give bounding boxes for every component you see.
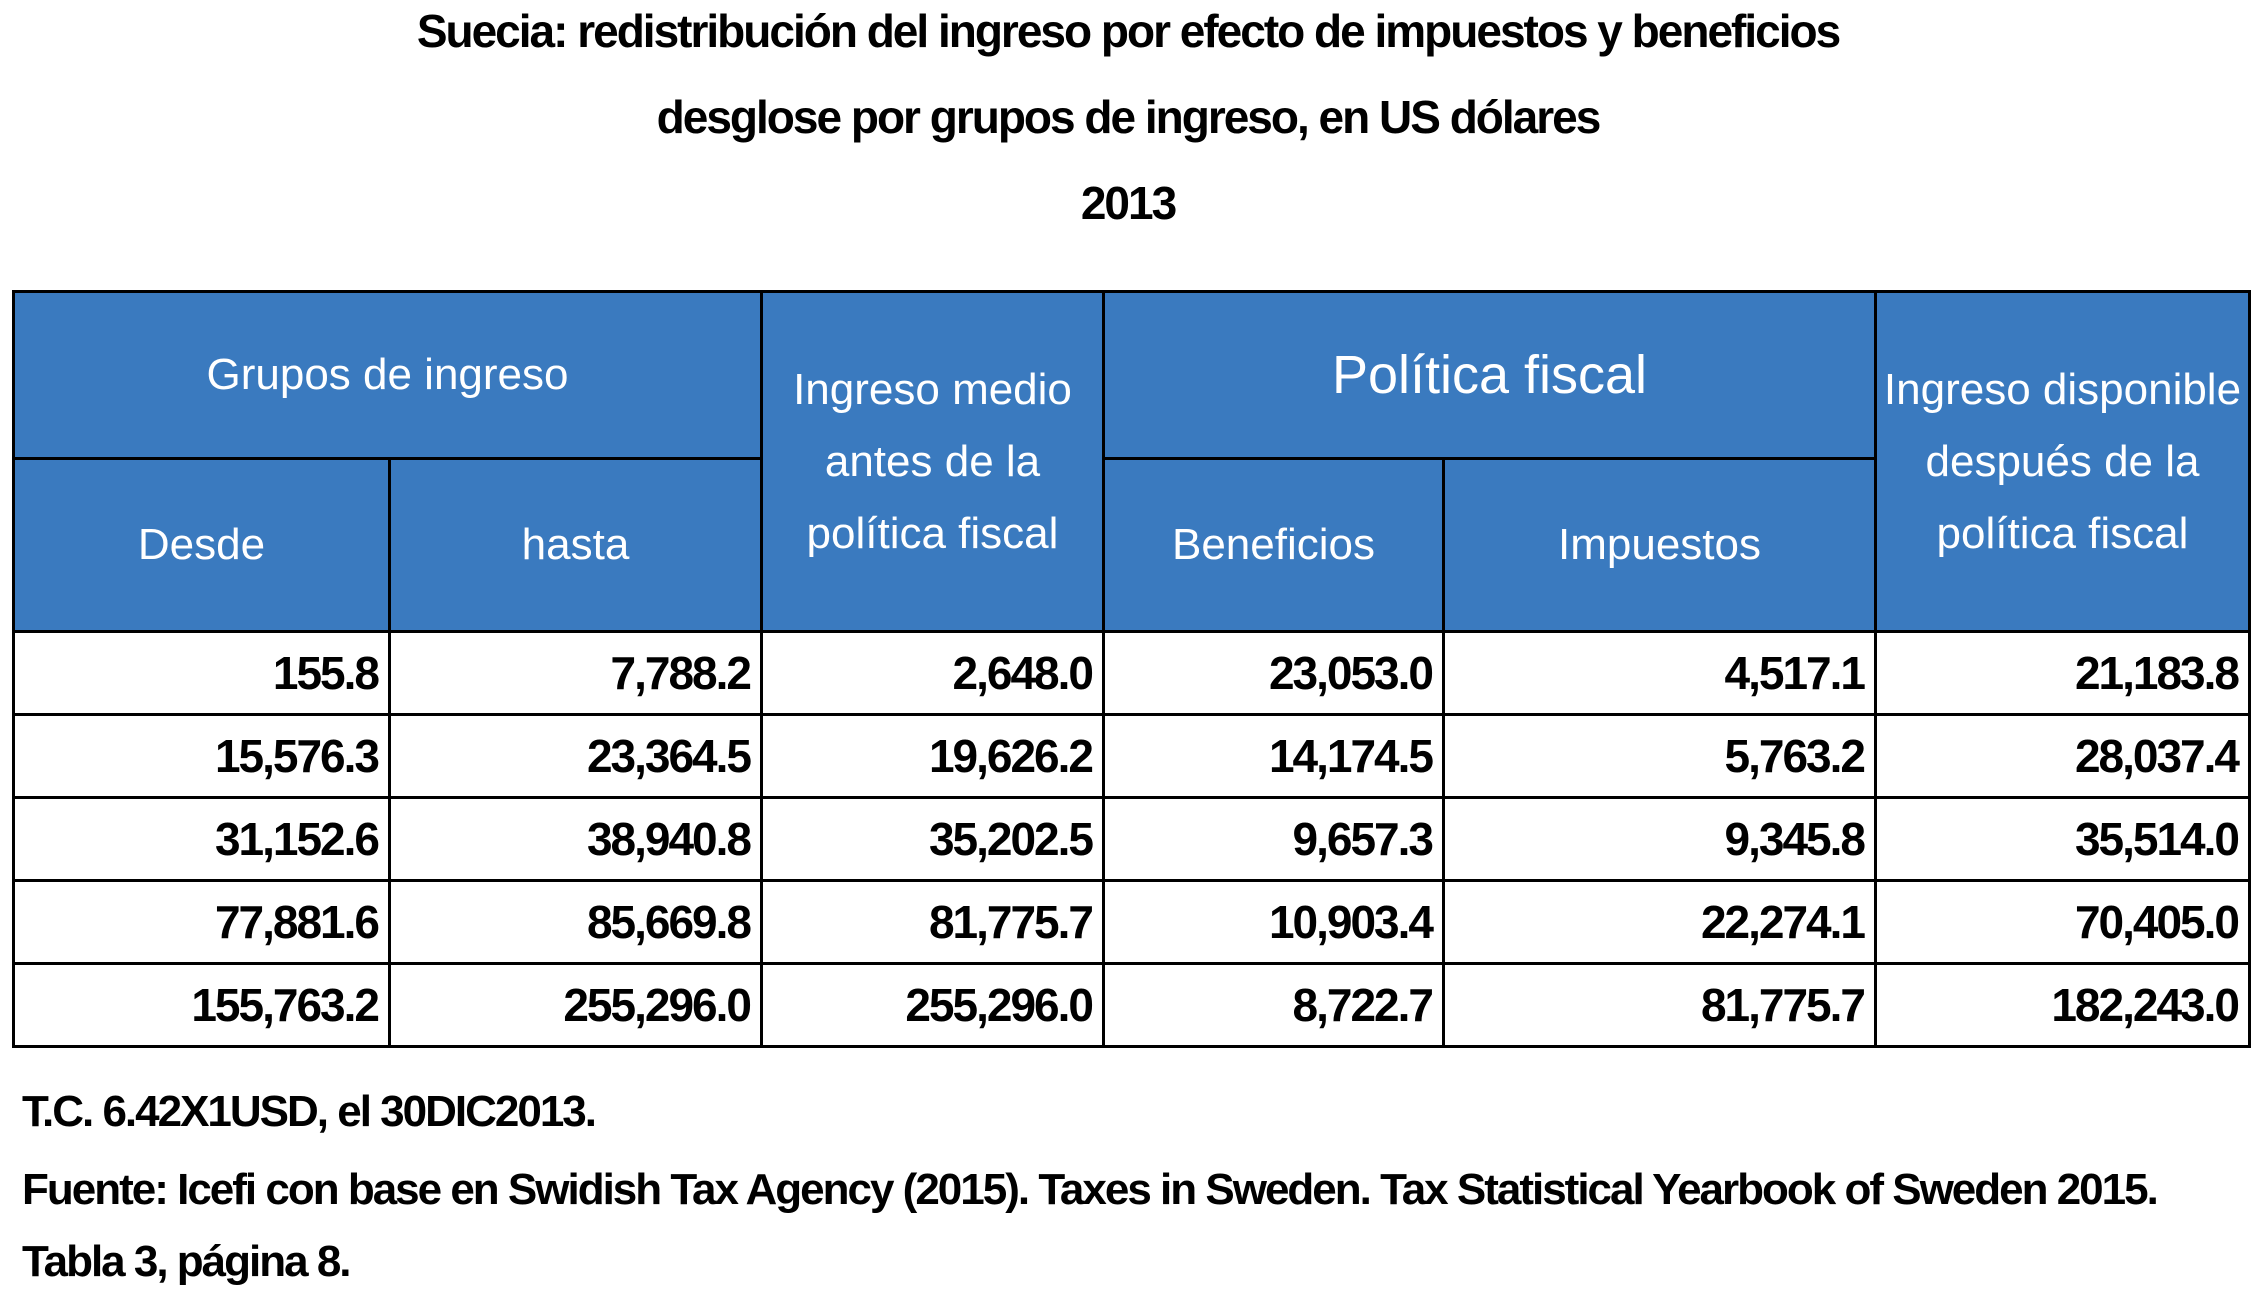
header-politica-fiscal: Política fiscal: [1102, 290, 1877, 460]
cell-impuestos: 5,763.2: [1442, 713, 1877, 799]
title-line-1: Suecia: redistribución del ingreso por e…: [416, 5, 1841, 57]
cell-beneficios: 10,903.4: [1102, 879, 1445, 965]
cell-ingreso-medio: 81,775.7: [760, 879, 1105, 965]
cell-hasta: 38,940.8: [388, 796, 763, 882]
cell-beneficios: 23,053.0: [1102, 630, 1445, 716]
cell-ingreso-medio: 255,296.0: [760, 962, 1105, 1048]
table-row: 155.8 7,788.2 2,648.0 23,053.0 4,517.1 2…: [12, 630, 2251, 716]
cell-beneficios: 8,722.7: [1102, 962, 1445, 1048]
header-desde: Desde: [12, 457, 391, 633]
header-grupos-de-ingreso: Grupos de ingreso: [12, 290, 763, 460]
title-line-2: desglose por grupos de ingreso, en US dó…: [656, 91, 1602, 143]
header-beneficios: Beneficios: [1102, 457, 1445, 633]
table-row: 15,576.3 23,364.5 19,626.2 14,174.5 5,76…: [12, 713, 2251, 799]
exchange-rate-note: T.C. 6.42X1USD, el 30DIC2013.: [22, 1087, 597, 1136]
cell-impuestos: 4,517.1: [1442, 630, 1877, 716]
table-notes: T.C. 6.42X1USD, el 30DIC2013. Fuente: Ic…: [22, 1076, 2242, 1298]
header-ingreso-disponible: Ingreso disponible después de la polític…: [1874, 290, 2251, 633]
cell-ingreso-disponible: 35,514.0: [1874, 796, 2251, 882]
cell-hasta: 255,296.0: [388, 962, 763, 1048]
header-ingreso-medio: Ingreso medio antes de la política fisca…: [760, 290, 1105, 633]
header-hasta: hasta: [388, 457, 763, 633]
cell-desde: 155,763.2: [12, 962, 391, 1048]
cell-beneficios: 9,657.3: [1102, 796, 1445, 882]
header-impuestos: Impuestos: [1442, 457, 1877, 633]
cell-impuestos: 81,775.7: [1442, 962, 1877, 1048]
cell-ingreso-disponible: 182,243.0: [1874, 962, 2251, 1048]
cell-ingreso-disponible: 21,183.8: [1874, 630, 2251, 716]
table-row: 31,152.6 38,940.8 35,202.5 9,657.3 9,345…: [12, 796, 2251, 882]
cell-hasta: 7,788.2: [388, 630, 763, 716]
title-line-3: 2013: [1080, 177, 1177, 229]
cell-impuestos: 22,274.1: [1442, 879, 1877, 965]
cell-hasta: 85,669.8: [388, 879, 763, 965]
cell-ingreso-medio: 35,202.5: [760, 796, 1105, 882]
cell-desde: 31,152.6: [12, 796, 391, 882]
cell-ingreso-medio: 2,648.0: [760, 630, 1105, 716]
cell-desde: 15,576.3: [12, 713, 391, 799]
cell-ingreso-disponible: 28,037.4: [1874, 713, 2251, 799]
source-note: Fuente: Icefi con base en Swidish Tax Ag…: [22, 1165, 2159, 1286]
table-row: 77,881.6 85,669.8 81,775.7 10,903.4 22,2…: [12, 879, 2251, 965]
cell-desde: 155.8: [12, 630, 391, 716]
data-table: Grupos de ingreso Ingreso medio antes de…: [12, 290, 2251, 1048]
table-row: 155,763.2 255,296.0 255,296.0 8,722.7 81…: [12, 962, 2251, 1048]
cell-ingreso-medio: 19,626.2: [760, 713, 1105, 799]
cell-impuestos: 9,345.8: [1442, 796, 1877, 882]
cell-ingreso-disponible: 70,405.0: [1874, 879, 2251, 965]
cell-desde: 77,881.6: [12, 879, 391, 965]
cell-beneficios: 14,174.5: [1102, 713, 1445, 799]
cell-hasta: 23,364.5: [388, 713, 763, 799]
